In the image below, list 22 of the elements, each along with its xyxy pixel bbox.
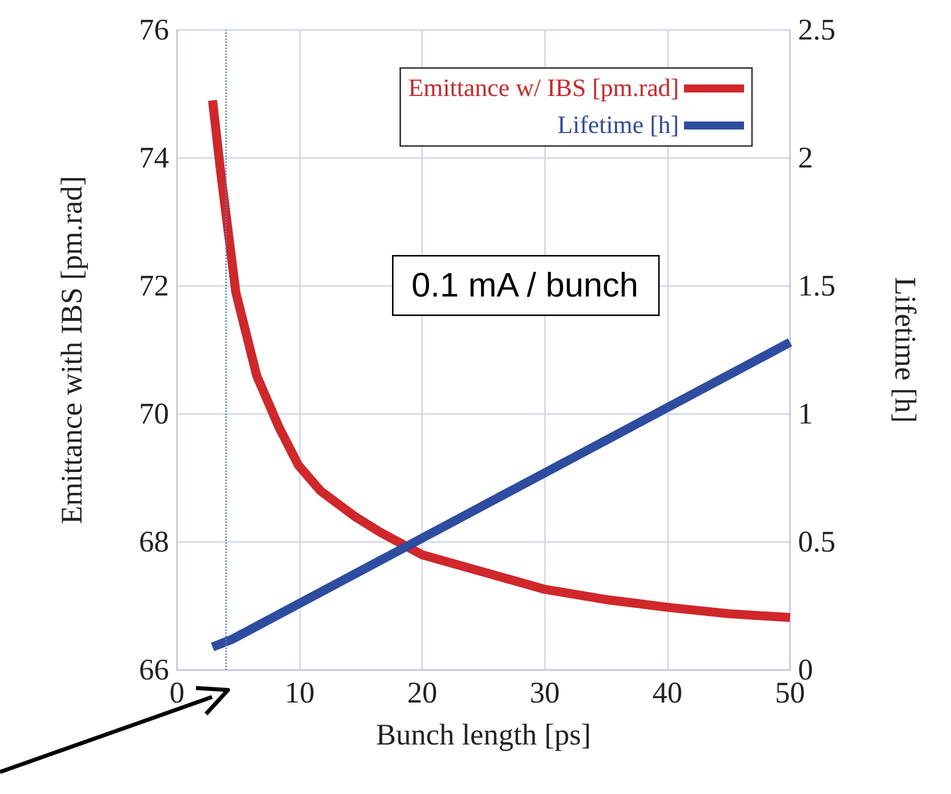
y2-tick-label: 1 bbox=[798, 398, 813, 430]
legend-label: Lifetime [h] bbox=[558, 112, 679, 139]
x-tick-label: 0 bbox=[170, 676, 184, 710]
y-tick-label: 70 bbox=[139, 398, 169, 430]
x-tick-label: 10 bbox=[284, 676, 315, 710]
legend-label: Emittance w/ IBS [pm.rad] bbox=[408, 75, 679, 102]
x-tick-label: 40 bbox=[652, 676, 682, 710]
y2-tick-label: 0.5 bbox=[798, 526, 836, 558]
y-tick-label: 76 bbox=[139, 14, 169, 46]
y2-tick-label: 1.5 bbox=[798, 270, 836, 302]
x-tick-label: 20 bbox=[407, 676, 438, 710]
y2-tick-label: 2 bbox=[798, 142, 813, 174]
y-tick-label: 72 bbox=[139, 270, 169, 302]
y-tick-label: 74 bbox=[139, 142, 169, 174]
annotation: 0.1 mA / bunch bbox=[412, 266, 638, 304]
y2-axis-title: Lifetime [h] bbox=[888, 277, 922, 423]
y-tick-label: 66 bbox=[139, 654, 169, 686]
y-axis-title: Emittance with IBS [pm.rad] bbox=[56, 176, 88, 524]
x-axis-title: Bunch length [ps] bbox=[376, 718, 591, 752]
y2-tick-label: 2.5 bbox=[798, 14, 836, 46]
x-tick-label: 30 bbox=[530, 676, 560, 710]
y-tick-label: 68 bbox=[139, 526, 169, 558]
